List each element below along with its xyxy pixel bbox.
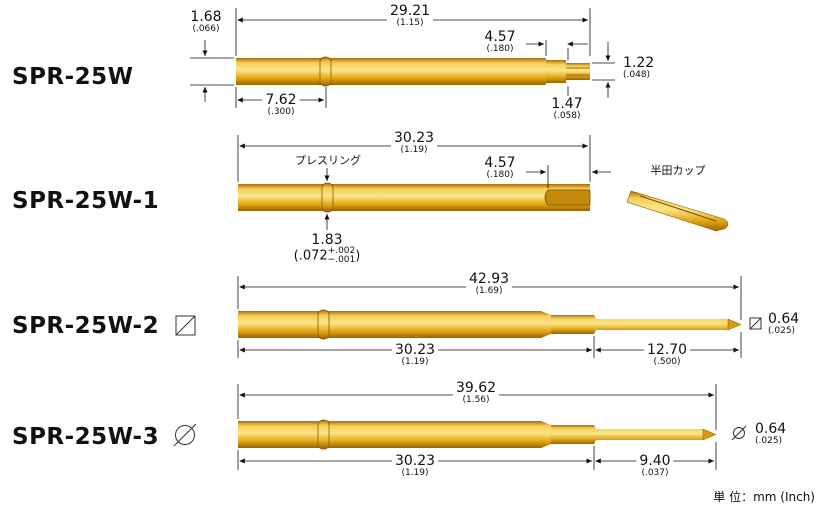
dim-ring-7-62: 7.62 (.300) (262, 93, 300, 117)
dim-body-30-23-b: 30.23 (1.19) (391, 454, 439, 478)
dim-body-30-23: 30.23 (1.19) (391, 343, 439, 367)
pin-spr-25w-2 (238, 309, 742, 340)
square-diameter-symbol (175, 315, 762, 336)
solder-cup-illustration (626, 190, 729, 232)
pin-spr-25w (236, 56, 590, 87)
dim-tail-12-70: 12.70 (.500) (643, 343, 691, 367)
dim-tip-0-64-square: 0.64 (.025) (765, 312, 803, 336)
model-title-spr-25w-2: SPR-25W-2 (12, 313, 160, 339)
label-press-ring: プレスリング (295, 154, 361, 167)
dim-tail-9-40: 9.40 (.037) (636, 454, 674, 478)
dim-total-42-93: 42.93 (1.69) (465, 272, 513, 296)
dim-tip-1-22: 1.22 (.048) (620, 56, 658, 80)
dim-cup-4-57-b: 4.57 (.180) (481, 156, 519, 180)
model-title-spr-25w: SPR-25W (12, 64, 134, 90)
pin-spr-25w-1 (238, 182, 591, 213)
dim-tip-0-64-round: 0.64 (.025) (752, 422, 790, 446)
pin-spr-25w-3 (238, 419, 717, 450)
unit-label: 単 位：mm (Inch) (713, 490, 815, 504)
model-title-spr-25w-1: SPR-25W-1 (12, 188, 160, 214)
dim-neck-1-47: 1.47 (.058) (548, 97, 586, 121)
dim-length-29-21: 29.21 (1.15) (386, 4, 434, 28)
dim-cup-4-57: 4.57 (.180) (481, 30, 519, 54)
model-title-spr-25w-3: SPR-25W-3 (12, 424, 160, 450)
dim-total-39-62: 39.62 (1.56) (452, 381, 500, 405)
label-solder-cup: 半田カップ (650, 164, 706, 177)
dim-ring-dia-1-83: 1.83 (.072 +.002 −.001) (290, 233, 364, 265)
round-diameter-symbol (173, 423, 747, 447)
dim-diameter-1-68: 1.68 (.066) (187, 10, 225, 34)
dim-length-30-23: 30.23 (1.19) (390, 131, 438, 155)
